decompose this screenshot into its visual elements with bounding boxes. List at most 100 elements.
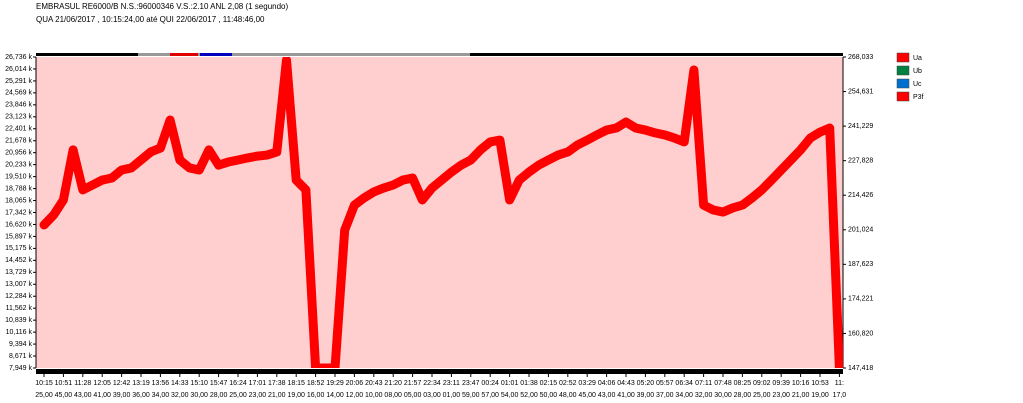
x-tick-sublabel: 34,00 bbox=[675, 392, 693, 398]
y-tick-label: 12,284 k bbox=[5, 293, 32, 300]
x-tick-label: 22:34 bbox=[423, 380, 441, 387]
x-tick-sublabel: 01,00 bbox=[443, 392, 461, 398]
y2-tick-label: 254,631 bbox=[848, 88, 873, 95]
y2-tick-label: 201,024 bbox=[848, 227, 873, 234]
x-tick-label: 20:06 bbox=[346, 380, 364, 387]
y-tick-label: 23,123 k bbox=[5, 114, 32, 121]
x-tick-sublabel: 21,00 bbox=[792, 392, 810, 398]
x-tick-sublabel: 19,00 bbox=[811, 392, 829, 398]
x-tick-label: 19:29 bbox=[326, 380, 344, 387]
y-tick-label: 26,736 k bbox=[5, 54, 32, 61]
x-tick-label: 10:15 bbox=[35, 380, 53, 387]
legend-label: Ub bbox=[913, 68, 922, 75]
x-tick-label: 21:57 bbox=[404, 380, 422, 387]
x-tick-sublabel: 39,00 bbox=[113, 392, 131, 398]
y2-tick-label: 214,426 bbox=[848, 192, 873, 199]
x-tick-sublabel: 23,00 bbox=[772, 392, 790, 398]
x-tick-sublabel: 39,00 bbox=[637, 392, 655, 398]
x-tick-sublabel: 59,00 bbox=[462, 392, 480, 398]
x-tick-label: 07:48 bbox=[714, 380, 732, 387]
y2-tick-label: 241,229 bbox=[848, 123, 873, 130]
y2-tick-label: 268,033 bbox=[848, 54, 873, 61]
x-tick-label: 11: bbox=[835, 380, 844, 387]
x-tick-sublabel: 48,00 bbox=[559, 392, 577, 398]
y-tick-label: 7,949 k bbox=[9, 365, 32, 372]
x-tick-label: 17:01 bbox=[249, 380, 267, 387]
x-tick-sublabel: 54,00 bbox=[501, 392, 519, 398]
y-tick-label: 13,007 k bbox=[5, 281, 32, 288]
y2-tick-label: 160,820 bbox=[848, 330, 873, 337]
x-tick-label: 21:20 bbox=[384, 380, 402, 387]
x-tick-label: 01:01 bbox=[501, 380, 519, 387]
legend-label: Ua bbox=[913, 55, 922, 62]
y2-tick-label: 174,221 bbox=[848, 296, 873, 303]
x-tick-label: 23:11 bbox=[443, 380, 460, 387]
y-tick-label: 13,729 k bbox=[5, 269, 32, 276]
x-tick-sublabel: 16,00 bbox=[307, 392, 325, 398]
x-tick-label: 17:38 bbox=[268, 380, 286, 387]
x-tick-sublabel: 25,00 bbox=[35, 392, 53, 398]
y-tick-label: 15,897 k bbox=[5, 233, 32, 240]
y-tick-label: 21,678 k bbox=[5, 138, 32, 145]
y-tick-label: 14,452 k bbox=[5, 257, 32, 264]
y-tick-label: 23,846 k bbox=[5, 102, 32, 109]
x-tick-sublabel: 03,00 bbox=[423, 392, 441, 398]
x-tick-sublabel: 43,00 bbox=[598, 392, 616, 398]
x-tick-sublabel: 43,00 bbox=[74, 392, 92, 398]
y-tick-label: 16,620 k bbox=[5, 221, 32, 228]
x-tick-sublabel: 45,00 bbox=[55, 392, 73, 398]
x-tick-sublabel: 34,00 bbox=[152, 392, 170, 398]
x-tick-label: 02:15 bbox=[540, 380, 558, 387]
chart-subtitle: QUA 21/06/2017 , 10:15:24,00 até QUI 22/… bbox=[36, 15, 265, 24]
legend-swatch bbox=[896, 91, 910, 102]
y-tick-label: 20,233 k bbox=[5, 161, 32, 168]
x-tick-label: 18:15 bbox=[287, 380, 305, 387]
legend-swatch bbox=[896, 65, 910, 76]
x-tick-label: 01:38 bbox=[520, 380, 538, 387]
chart-title: EMBRASUL RE6000/B N.S.:96000346 V.S.:2.1… bbox=[36, 2, 288, 11]
x-tick-sublabel: 45,00 bbox=[578, 392, 596, 398]
x-tick-label: 06:34 bbox=[675, 380, 693, 387]
x-tick-label: 23:47 bbox=[462, 380, 480, 387]
x-tick-label: 04:43 bbox=[617, 380, 635, 387]
x-tick-label: 11:28 bbox=[74, 380, 91, 387]
x-tick-label: 16:24 bbox=[229, 380, 247, 387]
x-tick-label: 15:47 bbox=[210, 380, 228, 387]
y2-tick-label: 227,828 bbox=[848, 158, 873, 165]
y-tick-label: 18,788 k bbox=[5, 185, 32, 192]
x-tick-sublabel: 30,00 bbox=[714, 392, 732, 398]
x-tick-sublabel: 41,00 bbox=[93, 392, 111, 398]
x-tick-label: 08:25 bbox=[734, 380, 752, 387]
x-tick-sublabel: 23,00 bbox=[249, 392, 267, 398]
legend-label: Uc bbox=[913, 81, 922, 88]
y2-tick-label: 147,418 bbox=[848, 365, 873, 372]
x-tick-label: 12:05 bbox=[93, 380, 111, 387]
y-tick-label: 20,956 k bbox=[5, 150, 32, 157]
y-tick-label: 24,569 k bbox=[5, 90, 32, 97]
x-tick-sublabel: 36,00 bbox=[132, 392, 150, 398]
x-tick-label: 07:11 bbox=[695, 380, 712, 387]
x-tick-sublabel: 28,00 bbox=[210, 392, 228, 398]
y-tick-label: 18,065 k bbox=[5, 197, 32, 204]
y-tick-label: 15,175 k bbox=[5, 245, 32, 252]
x-tick-label: 05:20 bbox=[637, 380, 655, 387]
x-tick-sublabel: 19,00 bbox=[287, 392, 305, 398]
x-tick-sublabel: 32,00 bbox=[171, 392, 189, 398]
x-tick-sublabel: 25,00 bbox=[229, 392, 247, 398]
x-tick-label: 18:52 bbox=[307, 380, 325, 387]
y-tick-label: 25,291 k bbox=[5, 78, 32, 85]
bottom-bar bbox=[36, 369, 843, 374]
y-tick-label: 9,394 k bbox=[9, 341, 32, 348]
x-tick-label: 09:39 bbox=[772, 380, 790, 387]
x-tick-sublabel: 32,00 bbox=[695, 392, 713, 398]
x-tick-label: 10:16 bbox=[792, 380, 810, 387]
x-tick-label: 20:43 bbox=[365, 380, 383, 387]
legend-swatch bbox=[896, 78, 910, 89]
y-tick-label: 17,342 k bbox=[5, 209, 32, 216]
x-tick-sublabel: 37,00 bbox=[656, 392, 674, 398]
x-tick-sublabel: 52,00 bbox=[520, 392, 538, 398]
x-tick-sublabel: 12,00 bbox=[346, 392, 364, 398]
y-tick-label: 11,562 k bbox=[6, 305, 33, 312]
x-tick-sublabel: 28,00 bbox=[734, 392, 752, 398]
